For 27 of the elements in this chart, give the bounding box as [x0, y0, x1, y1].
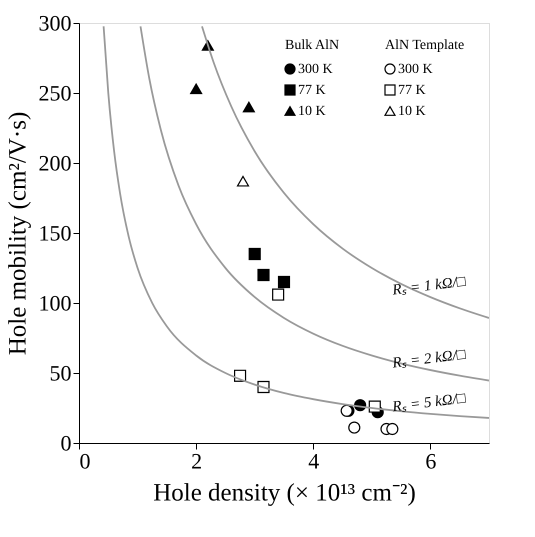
y-tick-label: 100 [38, 290, 72, 316]
annotation: Rₛ = 2 kΩ/□ [390, 346, 468, 372]
legend-label: 77 K [398, 83, 426, 98]
text: Bulk AlN [285, 38, 340, 53]
legend-label: 300 K [398, 62, 433, 77]
y-tick-label: 250 [38, 80, 72, 106]
x-axis-title: Hole density (× 10¹³ cm⁻²) [153, 480, 416, 506]
annotation: Rₛ = 1 kΩ/□ [390, 274, 468, 299]
legend-label: 10 K [398, 104, 426, 119]
text: AlN Template [385, 38, 464, 53]
legend-label: 10 K [298, 104, 326, 119]
y-tick-label: 150 [38, 220, 72, 246]
annotation: Rₛ = 5 kΩ/□ [390, 390, 468, 416]
line-series [201, 25, 489, 319]
y-tick-label: 0 [60, 430, 72, 456]
x-tick-label: 2 [191, 448, 202, 474]
x-tick-label: 6 [425, 448, 436, 474]
x-tick-label: 0 [80, 448, 90, 474]
legend-label: 300 K [298, 62, 333, 77]
line-series [102, 25, 489, 419]
legend-label: 77 K [298, 83, 326, 98]
y-tick-label: 50 [50, 360, 72, 386]
y-tick-label: 300 [38, 10, 72, 36]
x-tick-label: 4 [308, 448, 320, 474]
line-series [140, 25, 489, 382]
y-tick-label: 200 [38, 150, 72, 176]
y-axis-title: Hole mobility (cm²/V·s) [4, 112, 32, 356]
